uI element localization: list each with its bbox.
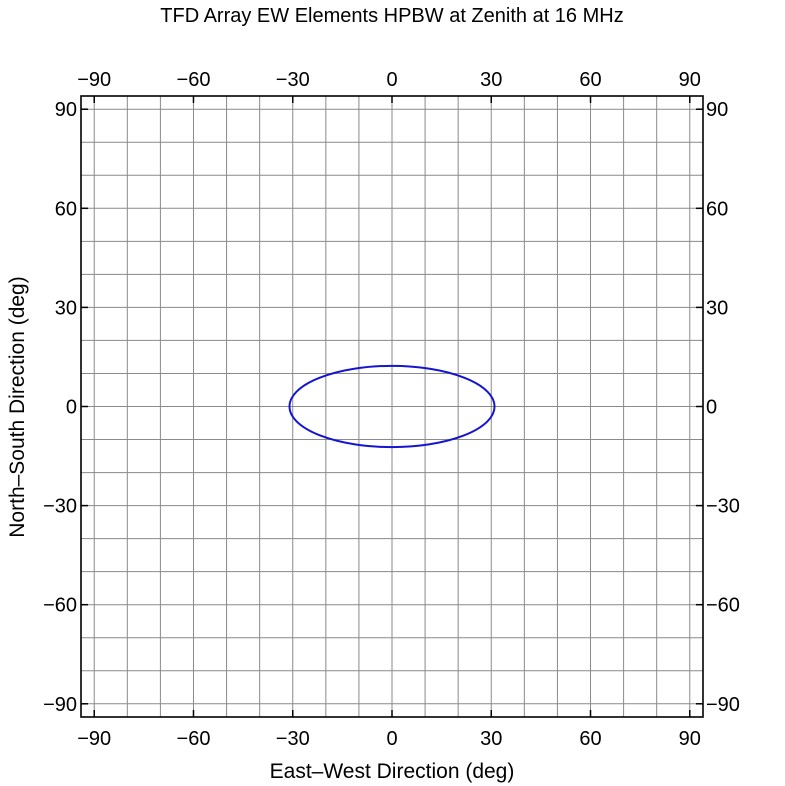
y-tick-label-right: 0 bbox=[706, 397, 717, 419]
x-axis-label: East–West Direction (deg) bbox=[270, 760, 515, 783]
x-tick-label-bottom: 60 bbox=[579, 728, 601, 750]
hpbw-contour bbox=[288, 364, 496, 449]
y-tick-label-left: 30 bbox=[55, 297, 77, 319]
x-tick-label-bottom: −90 bbox=[77, 728, 111, 750]
y-tick-label-right: −60 bbox=[706, 595, 740, 617]
y-tick-label-left: 60 bbox=[55, 198, 77, 220]
chart-title: TFD Array EW Elements HPBW at Zenith at … bbox=[160, 5, 623, 27]
x-tick-label-top: 30 bbox=[480, 69, 502, 91]
y-tick-label-left: 90 bbox=[55, 99, 77, 121]
x-tick-label-top: −90 bbox=[77, 69, 111, 91]
y-tick-label-left: −60 bbox=[43, 595, 77, 617]
series bbox=[288, 364, 496, 449]
x-tick-label-top: 0 bbox=[386, 69, 397, 91]
x-tick-label-bottom: 30 bbox=[480, 728, 502, 750]
y-tick-label-left: −30 bbox=[43, 496, 77, 518]
grid bbox=[81, 96, 703, 717]
y-tick-label-right: 60 bbox=[706, 198, 728, 220]
x-tick-label-top: 90 bbox=[679, 69, 701, 91]
y-tick-label-right: 90 bbox=[706, 99, 728, 121]
x-tick-label-top: 60 bbox=[579, 69, 601, 91]
x-tick-label-bottom: 90 bbox=[679, 728, 701, 750]
x-tick-label-bottom: 0 bbox=[386, 728, 397, 750]
y-tick-label-right: 30 bbox=[706, 297, 728, 319]
x-tick-label-top: −60 bbox=[177, 69, 211, 91]
x-tick-label-bottom: −30 bbox=[276, 728, 310, 750]
y-tick-label-left: 0 bbox=[66, 397, 77, 419]
y-tick-label-right: −30 bbox=[706, 496, 740, 518]
y-tick-label-left: −90 bbox=[43, 694, 77, 716]
x-tick-label-bottom: −60 bbox=[177, 728, 211, 750]
x-tick-label-top: −30 bbox=[276, 69, 310, 91]
y-tick-label-right: −90 bbox=[706, 694, 740, 716]
y-axis-label: North–South Direction (deg) bbox=[6, 276, 29, 537]
